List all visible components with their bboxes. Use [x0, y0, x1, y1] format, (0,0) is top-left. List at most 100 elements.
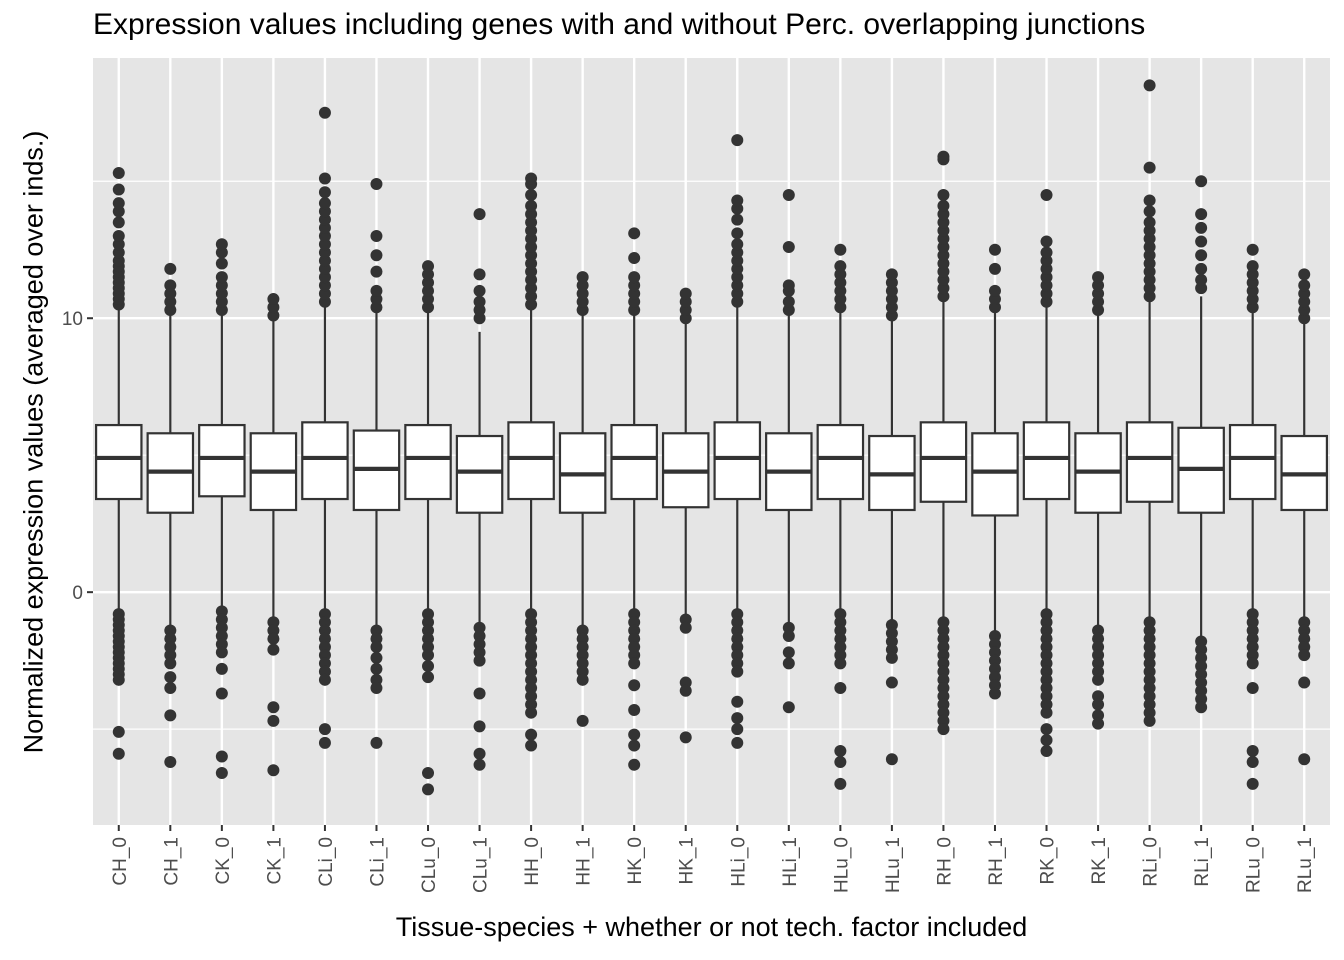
outlier-point [267, 643, 280, 656]
outlier-point [937, 640, 950, 653]
outlier-point [1092, 295, 1105, 308]
box-iqr [94, 423, 143, 501]
outlier-point [370, 293, 383, 306]
outlier-point [1040, 706, 1053, 719]
outlier-point [215, 295, 228, 308]
outlier-point [834, 632, 847, 645]
outlier-point [1143, 224, 1156, 237]
boxplot-HH_1 [558, 271, 607, 727]
outlier-point [782, 295, 795, 308]
x-tick-label: RLi_1 [1192, 837, 1213, 887]
boxplot-RH_0 [919, 150, 968, 736]
outlier-point [370, 265, 383, 278]
x-tick-label: HK_0 [625, 837, 646, 885]
outlier-point [1195, 660, 1208, 673]
outlier-point [164, 632, 177, 645]
outlier-point [1143, 205, 1156, 218]
outlier-point [937, 224, 950, 237]
box-iqr [1228, 423, 1277, 501]
outlier-point [1092, 657, 1105, 670]
outlier-point [1246, 777, 1259, 790]
outlier-point [937, 616, 950, 629]
outlier-point [1040, 235, 1053, 248]
outlier-point [1298, 649, 1311, 662]
outlier-point [834, 640, 847, 653]
outlier-point [937, 199, 950, 212]
outlier-point [628, 758, 641, 771]
outlier-point [731, 134, 744, 147]
outlier-point [937, 257, 950, 270]
outlier-point [370, 662, 383, 675]
outlier-point [318, 673, 331, 686]
outlier-point [731, 632, 744, 645]
outlier-point [318, 246, 331, 259]
outlier-point [1143, 273, 1156, 286]
outlier-point [1298, 624, 1311, 637]
outlier-point [1246, 608, 1259, 621]
outlier-point [318, 608, 331, 621]
outlier-point [473, 208, 486, 221]
boxplot-HLu_1 [868, 268, 916, 766]
outlier-point [267, 764, 280, 777]
outlier-point [1040, 690, 1053, 703]
outlier-point [370, 230, 383, 243]
outlier-point [112, 167, 125, 180]
outlier-point [782, 304, 795, 317]
outlier-point [1040, 608, 1053, 621]
outlier-point [628, 279, 641, 292]
outlier-point [937, 150, 950, 163]
outlier-point [1246, 755, 1259, 768]
outlier-point [318, 287, 331, 300]
outlier-point [885, 635, 898, 648]
outlier-point [370, 178, 383, 191]
outlier-point [731, 736, 744, 749]
outlier-point [1092, 665, 1105, 678]
outlier-point [1298, 676, 1311, 689]
outlier-point [1246, 640, 1259, 653]
outlier-point [937, 698, 950, 711]
outlier-point [679, 621, 692, 634]
outlier-point [1143, 624, 1156, 637]
outlier-point [525, 199, 538, 212]
outlier-point [525, 624, 538, 637]
outlier-point [164, 755, 177, 768]
outlier-point [1195, 235, 1208, 248]
outlier-point [525, 698, 538, 711]
outlier-point [267, 632, 280, 645]
outlier-point [473, 720, 486, 733]
x-tick-label: HLu_1 [883, 837, 904, 893]
boxplot-RK_1 [1074, 271, 1122, 730]
outlier-point [318, 238, 331, 251]
outlier-point [1298, 312, 1311, 325]
outlier-point [988, 293, 1001, 306]
box-iqr [919, 421, 968, 503]
outlier-point [1298, 295, 1311, 308]
outlier-point [525, 273, 538, 286]
outlier-point [525, 632, 538, 645]
boxplot-CH_1 [146, 262, 195, 768]
outlier-point [834, 608, 847, 621]
outlier-point [215, 238, 228, 251]
outlier-point [215, 629, 228, 642]
outlier-point [679, 613, 692, 626]
boxplot-CLu_1 [455, 208, 504, 771]
outlier-point [731, 271, 744, 284]
outlier-point [215, 687, 228, 700]
outlier-point [731, 695, 744, 708]
outlier-point [731, 295, 744, 308]
outlier-point [937, 290, 950, 303]
outlier-point [164, 671, 177, 684]
outlier-point [937, 216, 950, 229]
outlier-point [164, 640, 177, 653]
boxplot-RK_0 [1022, 188, 1071, 758]
outlier-point [731, 624, 744, 637]
outlier-point [1143, 640, 1156, 653]
outlier-point [370, 640, 383, 653]
outlier-point [318, 295, 331, 308]
outlier-point [1092, 690, 1105, 703]
outlier-point [576, 624, 589, 637]
outlier-point [731, 246, 744, 259]
box-iqr [455, 434, 504, 514]
outlier-point [1092, 709, 1105, 722]
x-tick-label: CK_1 [264, 837, 285, 885]
